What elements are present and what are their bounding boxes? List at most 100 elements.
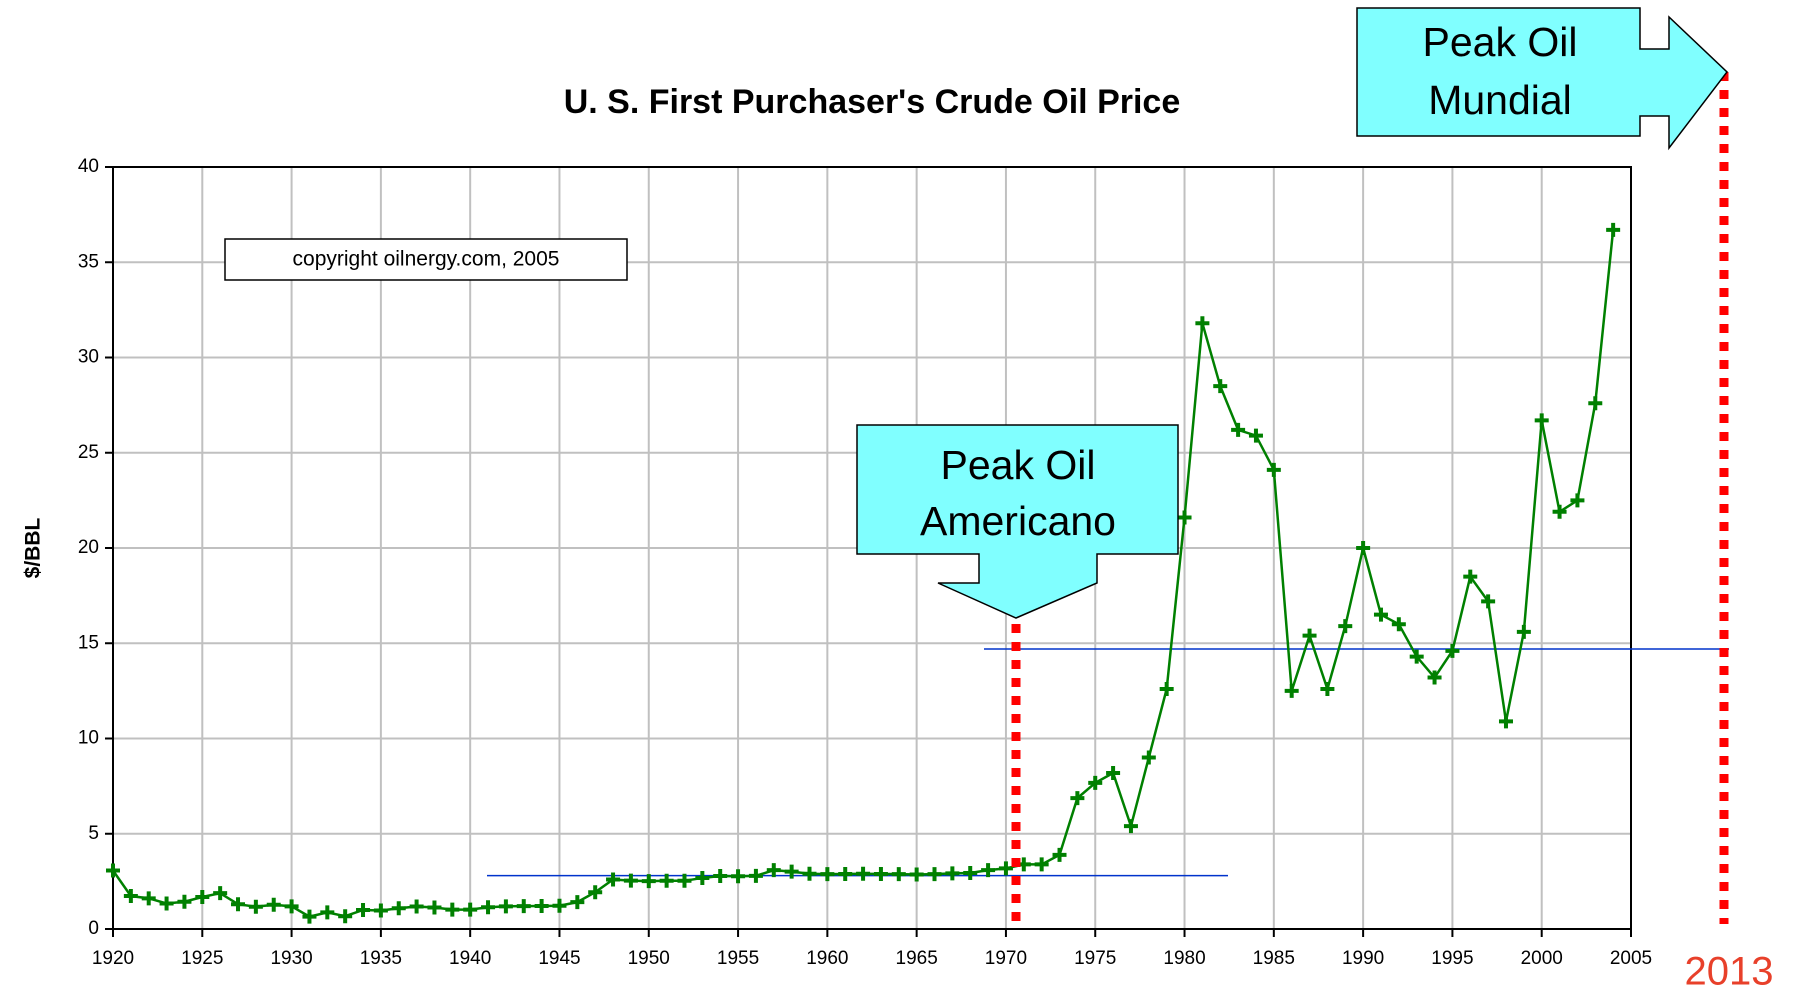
data-point [231, 897, 246, 912]
chart-title: U. S. First Purchaser's Crude Oil Price [564, 83, 1181, 121]
y-tick-label: 35 [78, 251, 99, 272]
x-tick-label: 1995 [1431, 948, 1473, 969]
data-point [1231, 422, 1246, 437]
data-point [445, 902, 460, 917]
data-point [141, 891, 156, 906]
data-point [159, 896, 174, 911]
data-point [641, 874, 656, 889]
data-point [177, 894, 192, 909]
x-tick-label: 1990 [1342, 948, 1384, 969]
data-point [1248, 428, 1263, 443]
data-point [927, 867, 942, 882]
data-point [266, 897, 281, 912]
data-point [427, 900, 442, 915]
data-point [981, 863, 996, 878]
copyright-box [224, 238, 628, 281]
data-point [1338, 619, 1353, 634]
data-point [356, 902, 371, 917]
data-point [998, 861, 1013, 876]
data-point [302, 909, 317, 924]
data-point [409, 899, 424, 914]
data-point [820, 867, 835, 882]
data-point [106, 863, 120, 878]
data-point [909, 867, 924, 882]
data-point [713, 869, 728, 884]
data-point [534, 898, 549, 913]
marks [106, 222, 1729, 924]
x-tick-label: 2000 [1521, 948, 1563, 969]
data-point [1088, 775, 1103, 790]
data-point [463, 902, 478, 917]
data-point [838, 866, 853, 881]
y-tick-label: 40 [78, 156, 99, 177]
copyright: copyright oilnergy.com, 2005 [293, 248, 560, 271]
series-line [111, 229, 1615, 918]
data-point [963, 865, 978, 880]
data-point [945, 866, 960, 881]
grid [105, 166, 1632, 937]
data-point [1606, 222, 1621, 237]
world-peak-callout [1356, 7, 1729, 151]
data-point [391, 901, 406, 916]
data-point [1427, 670, 1442, 685]
data-point [659, 873, 674, 888]
data-point [195, 889, 210, 904]
data-point [1320, 681, 1335, 696]
data-point [1552, 504, 1567, 519]
data-point [1463, 569, 1478, 584]
world-peak-text: Peak Oil [1423, 19, 1578, 65]
y-tick-label: 15 [78, 632, 99, 653]
data-point [1588, 396, 1603, 411]
x-tick-label: 2005 [1610, 948, 1652, 969]
data-point [623, 873, 638, 888]
data-point [123, 889, 138, 904]
us-peak-text: Americano [920, 498, 1116, 544]
x-tick-label: 1985 [1253, 948, 1295, 969]
data-point [338, 909, 353, 924]
data-point [891, 867, 906, 882]
data-point [802, 866, 817, 881]
x-tick-label: 1920 [92, 948, 134, 969]
data-point [248, 899, 263, 914]
data-point [873, 866, 888, 881]
data-point [1534, 413, 1549, 428]
x-tick-label: 1970 [985, 948, 1027, 969]
us-peak-text: Peak Oil [941, 442, 1096, 488]
data-point [1052, 847, 1067, 862]
y-tick-label: 20 [78, 537, 99, 558]
x-tick-label: 1960 [806, 948, 848, 969]
data-point [1141, 750, 1156, 765]
x-tick-label: 1965 [896, 948, 938, 969]
data-point [498, 899, 513, 914]
data-point [856, 866, 871, 881]
data-point [588, 885, 603, 900]
us-peak-callout [856, 424, 1179, 619]
x-tick-label: 1975 [1074, 948, 1116, 969]
data-point [320, 905, 335, 920]
data-point [731, 869, 746, 884]
y-tick-label: 30 [78, 347, 99, 368]
data-point [784, 864, 799, 879]
y-tick-label: 5 [88, 823, 99, 844]
data-point [695, 870, 710, 885]
data-point [1070, 791, 1085, 806]
data-point [1409, 649, 1424, 664]
x-tick-label: 1940 [449, 948, 491, 969]
data-point [1213, 379, 1228, 394]
data-point [1159, 681, 1174, 696]
y-tick-label: 10 [78, 728, 99, 749]
data-point [606, 872, 621, 887]
data-point [748, 868, 763, 883]
data-point [1106, 765, 1121, 780]
data-point [1481, 594, 1496, 609]
y-axis-label: $/BBL [22, 517, 45, 578]
data-point [213, 886, 228, 901]
data-point [1498, 714, 1513, 729]
data-point [1391, 617, 1406, 632]
x-tick-label: 1935 [360, 948, 402, 969]
data-point [1516, 624, 1531, 639]
data-point [570, 895, 585, 910]
x-tick-label: 1930 [270, 948, 312, 969]
data-point [1570, 493, 1585, 508]
